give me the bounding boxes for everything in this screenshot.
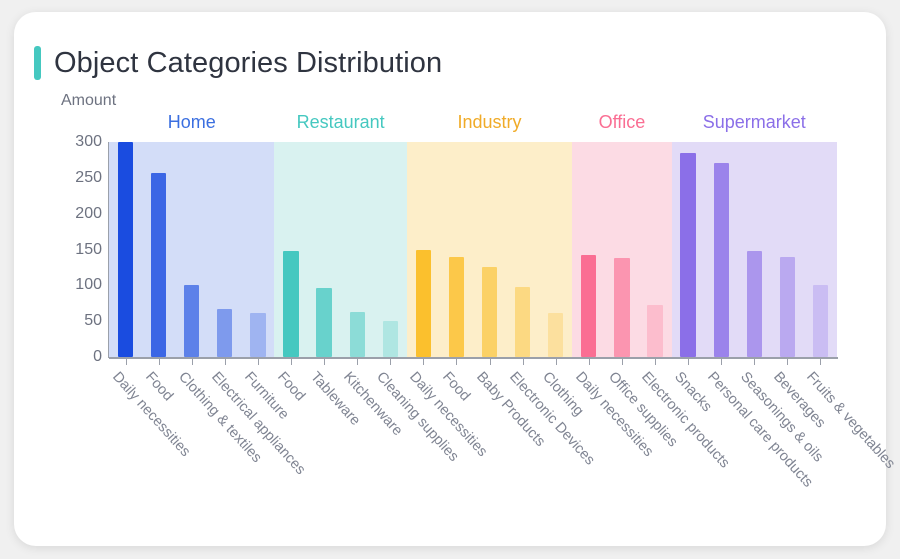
y-tick-label: 300 — [75, 133, 102, 150]
x-tick-mark — [125, 358, 127, 365]
x-tick-mark — [357, 358, 359, 365]
y-tick-label: 0 — [93, 348, 102, 365]
plot-area — [109, 142, 837, 357]
title-text: Object Categories Distribution — [54, 46, 443, 79]
x-tick-mark — [688, 358, 690, 365]
group-label-home: Home — [167, 112, 216, 132]
x-tick-mark — [191, 358, 193, 365]
bar — [217, 308, 233, 357]
bar — [151, 172, 167, 357]
x-tick-mark — [621, 358, 623, 365]
x-tick-mark — [820, 358, 822, 365]
bar — [382, 321, 398, 357]
x-tick-mark — [655, 358, 656, 365]
x-tick-mark — [787, 358, 789, 365]
y-tick-label: 50 — [84, 312, 102, 330]
bar — [184, 284, 200, 357]
bar — [746, 250, 762, 357]
y-axis-label: Amount — [61, 92, 117, 109]
x-tick-mark — [224, 358, 226, 365]
x-tick-mark — [257, 358, 259, 365]
group-label-industry: Industry — [457, 112, 522, 132]
bar — [448, 257, 465, 357]
bar — [614, 258, 630, 357]
bar — [250, 312, 266, 357]
bar — [349, 311, 365, 357]
bar — [680, 152, 696, 357]
bar-chart: Amount 0 50 100 150 200 250 300 Home Restaurant… — [14, 12, 899, 546]
title-accent-bar — [34, 46, 41, 80]
y-axis-line — [108, 142, 110, 358]
bar — [481, 266, 498, 357]
bar — [713, 162, 729, 357]
y-tick-label: 250 — [75, 168, 102, 186]
x-tick-mark — [588, 358, 590, 365]
y-tick-label: 200 — [75, 204, 102, 222]
x-tick-mark — [489, 358, 491, 365]
x-tick-mark — [721, 358, 723, 365]
x-axis-line — [109, 357, 838, 359]
bar — [117, 142, 134, 357]
bar — [779, 257, 795, 357]
group-label-office: Office — [598, 112, 646, 132]
bar — [581, 255, 597, 357]
x-tick-mark — [158, 358, 160, 365]
bar — [548, 312, 564, 357]
x-tick-mark — [390, 358, 392, 365]
x-tick-mark — [754, 358, 756, 365]
bar — [647, 304, 663, 357]
group-label-supermarket: Supermarket — [702, 112, 806, 132]
y-tick-label: 100 — [75, 276, 102, 294]
y-tick-label: 150 — [75, 240, 102, 258]
bar — [283, 250, 299, 357]
page-title: Object Categories Distribution — [34, 46, 442, 80]
x-tick-mark — [291, 358, 292, 365]
bar — [415, 249, 431, 357]
group-label-restaurant: Restaurant — [296, 112, 385, 132]
x-tick-mark — [423, 358, 425, 365]
bar — [515, 286, 531, 357]
bar — [812, 285, 829, 357]
chart-card: Object Categories Distribution Amount 0 5… — [14, 12, 899, 546]
x-tick-mark — [555, 358, 557, 365]
bar — [316, 288, 332, 357]
x-tick-mark — [324, 358, 326, 365]
x-tick-mark — [522, 358, 524, 365]
x-tick-mark — [456, 358, 458, 365]
